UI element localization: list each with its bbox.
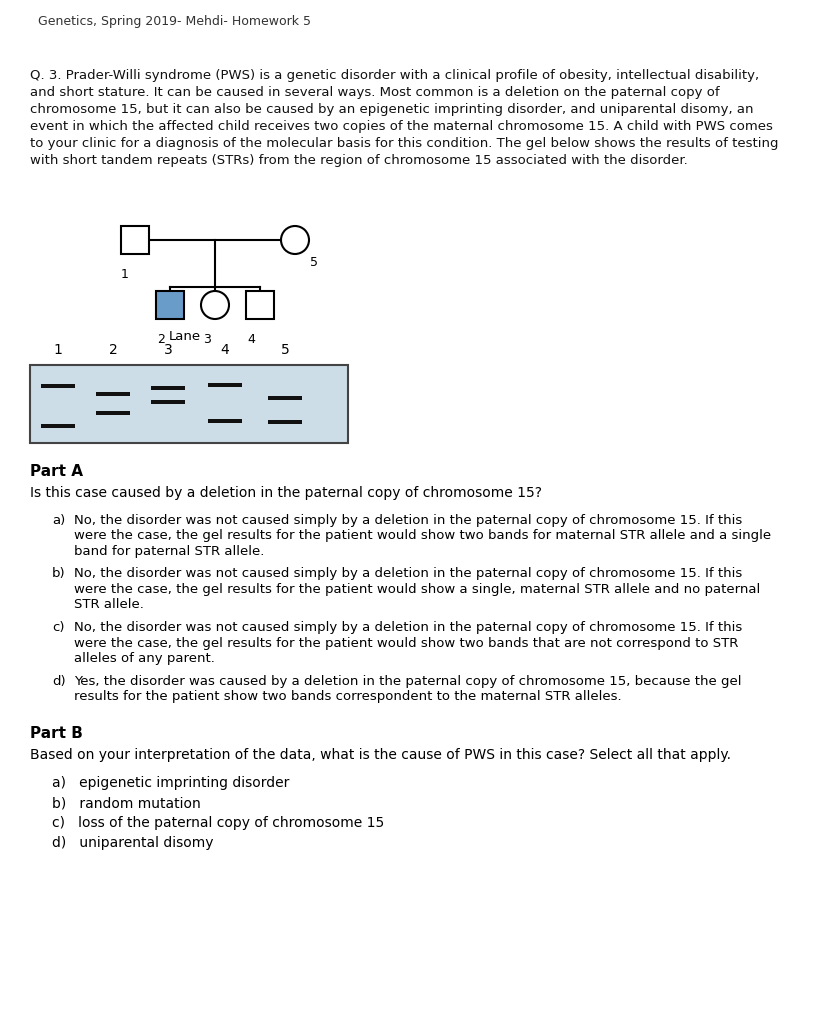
Text: 2: 2 <box>157 333 165 346</box>
Text: 3: 3 <box>163 343 173 357</box>
Bar <box>208 419 242 423</box>
Text: Is this case caused by a deletion in the paternal copy of chromosome 15?: Is this case caused by a deletion in the… <box>30 486 542 500</box>
Bar <box>151 386 185 390</box>
Bar <box>156 291 184 319</box>
Text: Genetics, Spring 2019- Mehdi- Homework 5: Genetics, Spring 2019- Mehdi- Homework 5 <box>38 15 311 28</box>
Text: 4: 4 <box>247 333 255 346</box>
Text: c): c) <box>52 621 64 634</box>
Text: and short stature. It can be caused in several ways. Most common is a deletion o: and short stature. It can be caused in s… <box>30 86 720 99</box>
Text: c)   loss of the paternal copy of chromosome 15: c) loss of the paternal copy of chromoso… <box>52 816 384 830</box>
Text: 5: 5 <box>280 343 289 357</box>
Text: 4: 4 <box>221 343 229 357</box>
Text: were the case, the gel results for the patient would show a single, maternal STR: were the case, the gel results for the p… <box>74 583 761 596</box>
Text: No, the disorder was not caused simply by a deletion in the paternal copy of chr: No, the disorder was not caused simply b… <box>74 567 742 581</box>
Text: STR allele.: STR allele. <box>74 598 144 611</box>
Bar <box>96 412 130 416</box>
Text: b): b) <box>52 567 66 581</box>
Text: d)   uniparental disomy: d) uniparental disomy <box>52 837 214 851</box>
Text: were the case, the gel results for the patient would show two bands for maternal: were the case, the gel results for the p… <box>74 529 771 543</box>
Circle shape <box>281 226 309 254</box>
Bar <box>268 395 302 399</box>
Bar <box>30 365 348 443</box>
Text: 1: 1 <box>53 343 63 357</box>
Text: event in which the affected child receives two copies of the maternal chromosome: event in which the affected child receiv… <box>30 120 773 133</box>
Text: 3: 3 <box>203 333 211 346</box>
Text: No, the disorder was not caused simply by a deletion in the paternal copy of chr: No, the disorder was not caused simply b… <box>74 621 742 634</box>
Bar <box>268 420 302 424</box>
Text: alleles of any parent.: alleles of any parent. <box>74 652 215 665</box>
Text: were the case, the gel results for the patient would show two bands that are not: were the case, the gel results for the p… <box>74 637 738 649</box>
Text: No, the disorder was not caused simply by a deletion in the paternal copy of chr: No, the disorder was not caused simply b… <box>74 514 742 527</box>
Text: a): a) <box>52 514 65 527</box>
Text: 5: 5 <box>310 256 318 269</box>
Text: 2: 2 <box>108 343 118 357</box>
Bar <box>151 400 185 404</box>
Text: Lane: Lane <box>169 330 201 343</box>
Circle shape <box>201 291 229 319</box>
Text: 1: 1 <box>121 268 129 281</box>
Bar <box>41 384 75 388</box>
Text: b)   random mutation: b) random mutation <box>52 797 201 811</box>
Text: chromosome 15, but it can also be caused by an epigenetic imprinting disorder, a: chromosome 15, but it can also be caused… <box>30 103 753 116</box>
Bar <box>246 291 274 319</box>
Text: band for paternal STR allele.: band for paternal STR allele. <box>74 545 264 558</box>
Text: to your clinic for a diagnosis of the molecular basis for this condition. The ge: to your clinic for a diagnosis of the mo… <box>30 137 778 150</box>
Text: Based on your interpretation of the data, what is the cause of PWS in this case?: Based on your interpretation of the data… <box>30 749 731 763</box>
Text: Q. 3. Prader-Willi syndrome (PWS) is a genetic disorder with a clinical profile : Q. 3. Prader-Willi syndrome (PWS) is a g… <box>30 69 759 82</box>
Bar <box>121 226 149 254</box>
Text: Part A: Part A <box>30 464 83 479</box>
Text: Part B: Part B <box>30 726 83 741</box>
Bar <box>208 383 242 387</box>
Text: d): d) <box>52 675 66 687</box>
Text: a)   epigenetic imprinting disorder: a) epigenetic imprinting disorder <box>52 776 289 791</box>
Text: results for the patient show two bands correspondent to the maternal STR alleles: results for the patient show two bands c… <box>74 690 621 703</box>
Bar <box>41 424 75 428</box>
Bar <box>96 392 130 396</box>
Text: with short tandem repeats (STRs) from the region of chromosome 15 associated wit: with short tandem repeats (STRs) from th… <box>30 154 688 167</box>
Text: Yes, the disorder was caused by a deletion in the paternal copy of chromosome 15: Yes, the disorder was caused by a deleti… <box>74 675 741 687</box>
